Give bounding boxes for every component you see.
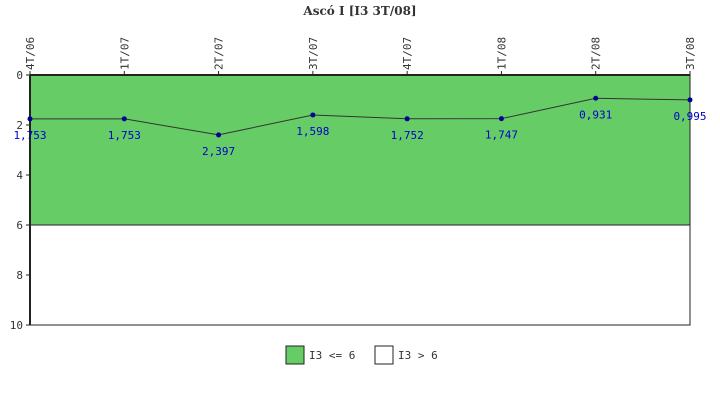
legend: I3 <= 6 I3 > 6 xyxy=(285,345,438,365)
y-tick-label: 0 xyxy=(16,69,23,82)
legend-swatch xyxy=(285,345,305,365)
band-2 xyxy=(29,224,691,326)
data-label: 1,753 xyxy=(13,129,46,142)
data-label: 1,747 xyxy=(485,129,518,142)
y-tick-label: 4 xyxy=(16,169,23,182)
x-tick-label: 3T/07 xyxy=(307,37,320,70)
x-tick-label: 1T/08 xyxy=(495,37,508,70)
data-point xyxy=(310,112,316,118)
y-tick-label: 10 xyxy=(10,319,23,332)
x-tick-label: 1T/07 xyxy=(118,37,131,70)
data-point xyxy=(593,95,599,101)
chart-title: Ascó I [I3 3T/08] xyxy=(302,4,416,18)
data-label: 1,598 xyxy=(296,125,329,138)
x-tick-label: 2T/08 xyxy=(590,37,603,70)
x-tick-label: 2T/07 xyxy=(213,37,226,70)
x-tick-label: 4T/06 xyxy=(24,37,37,70)
legend-swatch xyxy=(374,345,394,365)
y-tick-label: 8 xyxy=(16,269,23,282)
y-tick-label: 2 xyxy=(16,119,23,132)
data-label: 1,752 xyxy=(391,129,424,142)
data-label: 2,397 xyxy=(202,145,235,158)
x-tick-label: 4T/07 xyxy=(401,37,414,70)
data-point xyxy=(121,116,127,122)
y-tick-label: 6 xyxy=(16,219,23,232)
data-label: 1,753 xyxy=(108,129,141,142)
data-point xyxy=(216,132,222,138)
data-point xyxy=(404,116,410,122)
data-label: 0,995 xyxy=(673,110,706,123)
legend-label: I3 > 6 xyxy=(398,349,438,362)
band-1 xyxy=(29,74,691,226)
data-label: 0,931 xyxy=(579,108,612,121)
x-tick-label: 3T/08 xyxy=(684,37,697,70)
data-point xyxy=(27,116,33,122)
series-line xyxy=(30,97,691,136)
data-point xyxy=(498,116,504,122)
legend-label: I3 <= 6 xyxy=(309,349,355,362)
data-point xyxy=(687,97,693,103)
